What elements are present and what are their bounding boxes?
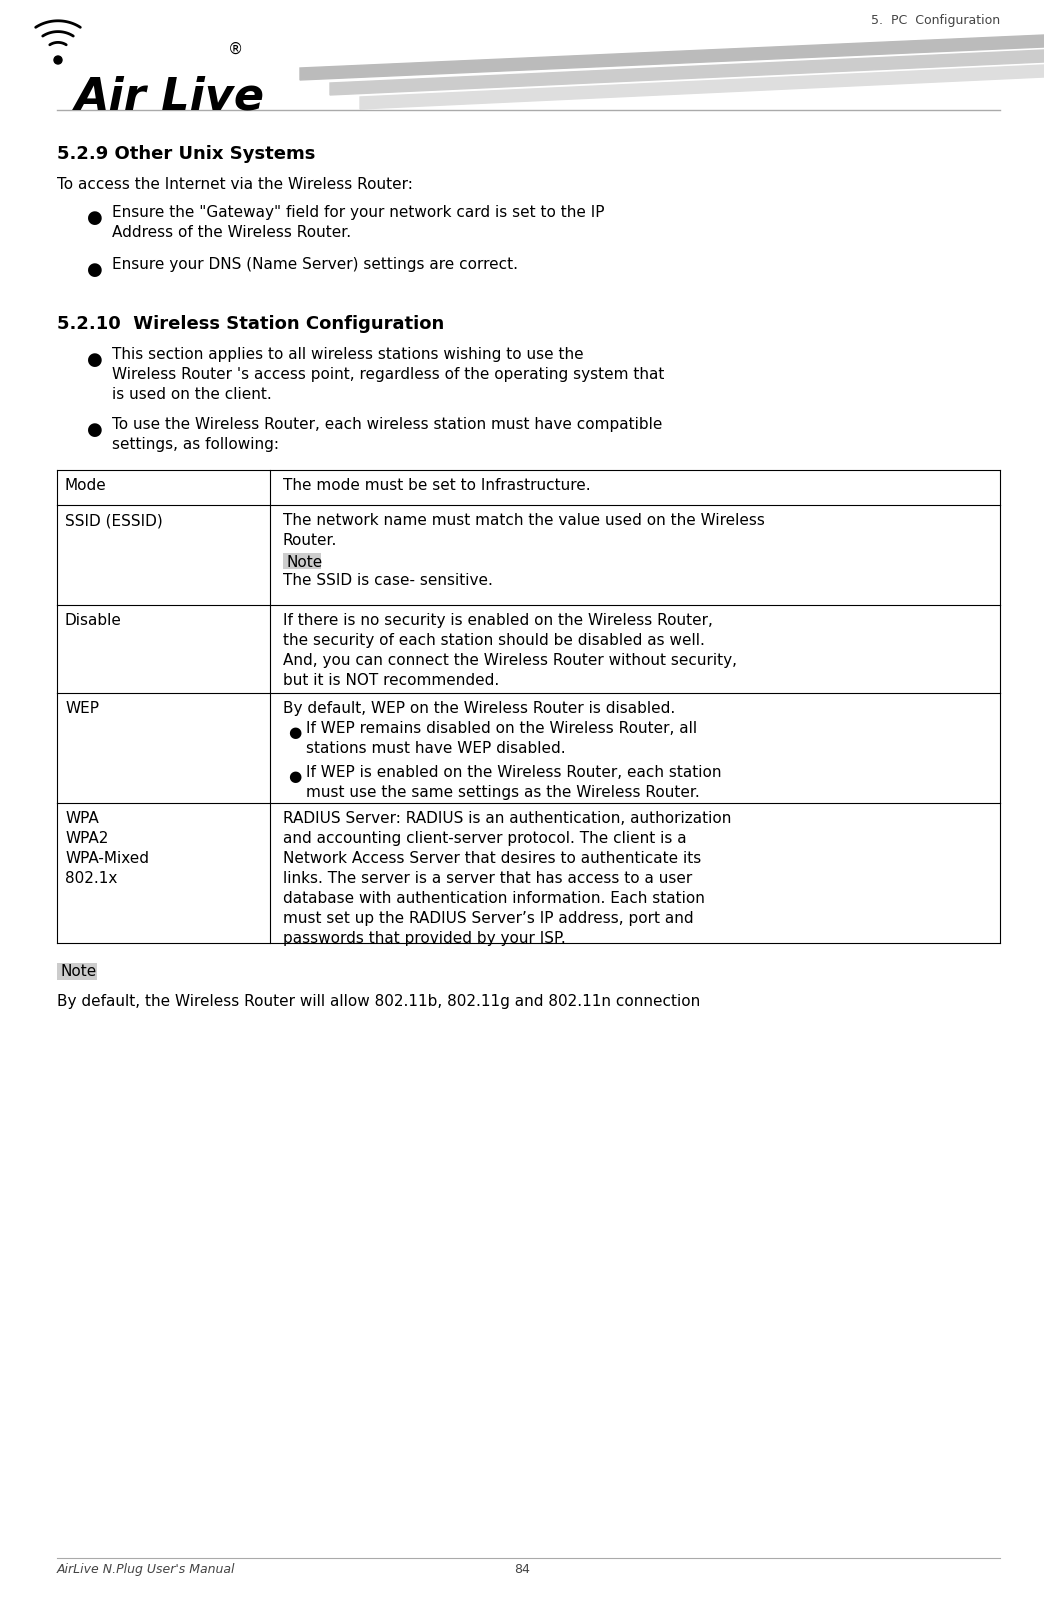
Text: The SSID is case- sensitive.: The SSID is case- sensitive. — [283, 574, 493, 588]
Text: The mode must be set to Infrastructure.: The mode must be set to Infrastructure. — [283, 478, 591, 494]
Text: ●: ● — [87, 420, 102, 439]
Polygon shape — [360, 66, 1044, 109]
Text: 802.1x: 802.1x — [65, 871, 117, 885]
Text: Note: Note — [286, 555, 323, 570]
Text: ®: ® — [228, 42, 243, 58]
Polygon shape — [300, 35, 1044, 80]
FancyBboxPatch shape — [57, 964, 97, 980]
Text: must set up the RADIUS Server’s IP address, port and: must set up the RADIUS Server’s IP addre… — [283, 911, 693, 925]
Text: To use the Wireless Router, each wireless station must have compatible: To use the Wireless Router, each wireles… — [112, 417, 662, 431]
Text: WPA: WPA — [65, 812, 99, 826]
Text: and accounting client-server protocol. The client is a: and accounting client-server protocol. T… — [283, 831, 687, 845]
Text: Ensure your DNS (Name Server) settings are correct.: Ensure your DNS (Name Server) settings a… — [112, 257, 518, 272]
Text: Wireless Router 's access point, regardless of the operating system that: Wireless Router 's access point, regardl… — [112, 368, 664, 382]
Text: passwords that provided by your ISP.: passwords that provided by your ISP. — [283, 932, 566, 946]
Text: 5.  PC  Configuration: 5. PC Configuration — [871, 14, 1000, 27]
Text: is used on the client.: is used on the client. — [112, 387, 271, 403]
Text: settings, as following:: settings, as following: — [112, 436, 279, 452]
Polygon shape — [330, 50, 1044, 94]
Text: By default, the Wireless Router will allow 802.11b, 802.11g and 802.11n connecti: By default, the Wireless Router will all… — [57, 994, 701, 1008]
Text: AirLive N.Plug User's Manual: AirLive N.Plug User's Manual — [57, 1563, 236, 1576]
Text: must use the same settings as the Wireless Router.: must use the same settings as the Wirele… — [306, 785, 699, 801]
Text: 84: 84 — [514, 1563, 530, 1576]
Text: And, you can connect the Wireless Router without security,: And, you can connect the Wireless Router… — [283, 654, 737, 668]
Text: links. The server is a server that has access to a user: links. The server is a server that has a… — [283, 871, 692, 885]
FancyBboxPatch shape — [283, 553, 321, 569]
Circle shape — [54, 56, 62, 64]
Text: By default, WEP on the Wireless Router is disabled.: By default, WEP on the Wireless Router i… — [283, 702, 675, 716]
Text: Address of the Wireless Router.: Address of the Wireless Router. — [112, 225, 351, 240]
Text: database with authentication information. Each station: database with authentication information… — [283, 892, 705, 906]
Text: 5.2.9 Other Unix Systems: 5.2.9 Other Unix Systems — [57, 145, 315, 163]
Text: Note: Note — [61, 964, 97, 980]
Text: To access the Internet via the Wireless Router:: To access the Internet via the Wireless … — [57, 177, 412, 192]
Text: If there is no security is enabled on the Wireless Router,: If there is no security is enabled on th… — [283, 614, 713, 628]
Text: ●: ● — [87, 209, 102, 227]
Text: ●: ● — [87, 352, 102, 369]
Text: the security of each station should be disabled as well.: the security of each station should be d… — [283, 633, 705, 649]
Text: Network Access Server that desires to authenticate its: Network Access Server that desires to au… — [283, 852, 702, 866]
Text: Ensure the "Gateway" field for your network card is set to the IP: Ensure the "Gateway" field for your netw… — [112, 205, 604, 221]
Text: If WEP is enabled on the Wireless Router, each station: If WEP is enabled on the Wireless Router… — [306, 765, 721, 780]
Text: WEP: WEP — [65, 702, 99, 716]
Text: ●: ● — [288, 725, 302, 740]
Text: 5.2.10  Wireless Station Configuration: 5.2.10 Wireless Station Configuration — [57, 315, 445, 332]
Text: stations must have WEP disabled.: stations must have WEP disabled. — [306, 741, 566, 756]
Text: This section applies to all wireless stations wishing to use the: This section applies to all wireless sta… — [112, 347, 584, 363]
Text: The network name must match the value used on the Wireless: The network name must match the value us… — [283, 513, 765, 527]
Text: Mode: Mode — [65, 478, 106, 494]
Text: but it is NOT recommended.: but it is NOT recommended. — [283, 673, 499, 689]
Text: ●: ● — [288, 769, 302, 785]
Text: Router.: Router. — [283, 534, 337, 548]
Text: WPA2: WPA2 — [65, 831, 109, 845]
Text: If WEP remains disabled on the Wireless Router, all: If WEP remains disabled on the Wireless … — [306, 721, 697, 737]
Text: ●: ● — [87, 260, 102, 280]
Text: WPA-Mixed: WPA-Mixed — [65, 852, 149, 866]
Text: SSID (ESSID): SSID (ESSID) — [65, 513, 163, 527]
Text: Disable: Disable — [65, 614, 122, 628]
Text: Air Live: Air Live — [75, 75, 265, 118]
Text: RADIUS Server: RADIUS is an authentication, authorization: RADIUS Server: RADIUS is an authenticati… — [283, 812, 732, 826]
